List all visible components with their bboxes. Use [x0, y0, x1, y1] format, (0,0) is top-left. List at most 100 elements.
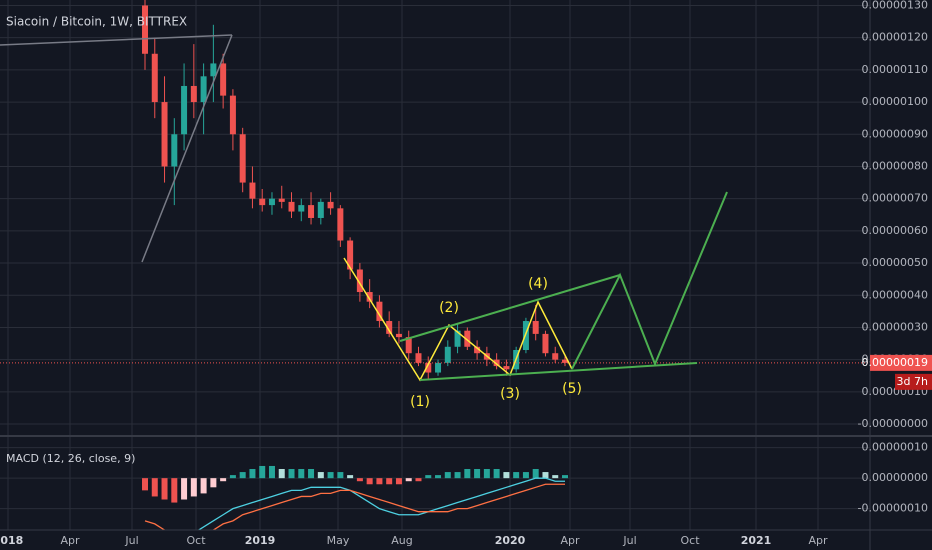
candle-body [327, 201, 334, 209]
histogram-bar [435, 475, 442, 479]
candle-body [415, 353, 422, 363]
candle-body [249, 182, 256, 199]
candle-body [542, 333, 549, 354]
histogram-bar [298, 469, 305, 479]
histogram-bar [562, 475, 568, 479]
candle-body [532, 321, 539, 334]
histogram-bar [278, 469, 285, 479]
histogram-bar [220, 478, 227, 482]
histogram-bar [386, 478, 393, 485]
histogram-bar [356, 478, 363, 482]
trend-line [141, 34, 233, 263]
x-tick-label: Aug [391, 534, 412, 547]
histogram-bar [181, 478, 188, 500]
histogram-bar [415, 478, 422, 482]
histogram-bar [483, 469, 490, 479]
histogram-bar [542, 472, 549, 479]
countdown-box [895, 373, 932, 390]
y-tick-label: 0.00000000 [862, 471, 928, 484]
histogram-bar [317, 472, 324, 479]
signal-line [144, 483, 565, 530]
x-tick-label: Oct [186, 534, 206, 547]
x-tick-label: Jul [622, 534, 636, 547]
candle-body [464, 330, 471, 347]
histogram-bar [366, 478, 373, 485]
histogram-bar [239, 472, 246, 479]
x-tick-label: 2018 [0, 534, 23, 547]
y-tick-label: -0.00000000 [858, 417, 928, 430]
wave-label: (5) [562, 381, 582, 397]
histogram-bar [395, 478, 402, 485]
candle-body [356, 269, 363, 293]
y-tick-label: 0.00000090 [862, 127, 928, 140]
histogram-bar [474, 469, 481, 479]
candle-body [317, 201, 324, 218]
candle-body [151, 53, 158, 103]
price-pane [0, 0, 870, 379]
histogram-bar [376, 478, 383, 485]
histogram-bar [552, 475, 559, 479]
candle-body [366, 292, 373, 302]
candle-body [444, 346, 451, 363]
grid [0, 0, 870, 530]
candle-body [395, 333, 402, 338]
x-tick-label: 2020 [495, 534, 526, 547]
candle-body [278, 198, 285, 202]
histogram-bar [249, 469, 256, 479]
projection-line [571, 191, 728, 370]
wave-label: (1) [410, 394, 430, 410]
histogram-bar [464, 469, 471, 479]
countdown: 3d 7h [897, 375, 928, 388]
y-tick-label: 0.00000030 [862, 320, 928, 333]
candle-body [190, 85, 197, 103]
y-tick-label: -0.00000010 [858, 502, 928, 515]
y-tick-label: 0.00000070 [862, 192, 928, 205]
x-tick-label: Apr [808, 534, 828, 547]
y-tick-label: 0.00000110 [862, 63, 928, 76]
histogram-bar [522, 472, 529, 479]
histogram-bar [161, 478, 168, 500]
candle-body [337, 208, 344, 241]
channel-line [399, 274, 621, 342]
wave-label: (4) [528, 276, 548, 292]
candle-body [220, 63, 227, 96]
histogram-bar [308, 469, 315, 479]
histogram-bar [405, 478, 412, 482]
candle-body [454, 330, 461, 347]
histogram-bar [444, 472, 451, 479]
histogram-bar [229, 475, 236, 479]
candle-body [405, 337, 412, 354]
y-tick-label: 0.00000120 [862, 31, 928, 44]
candle-body [161, 102, 168, 167]
candle-body [229, 95, 236, 135]
chart-title: Siacoin / Bitcoin, 1W, BITTREX [6, 15, 187, 29]
histogram-bar [503, 472, 510, 479]
histogram-bar [513, 472, 520, 479]
x-tick-label: 2019 [245, 534, 276, 547]
candle-body [171, 134, 178, 167]
candle-body [503, 366, 510, 370]
histogram-bar [327, 472, 334, 479]
histogram-bar [259, 465, 266, 479]
candle-body [425, 362, 432, 373]
y-tick-label: 0.00000060 [862, 224, 928, 237]
histogram-bar [493, 469, 500, 479]
histogram-bar [268, 465, 275, 479]
y-tick-label: 0.00000100 [862, 95, 928, 108]
candle-body [493, 359, 500, 367]
macd-line [197, 477, 565, 530]
candle-body [259, 198, 266, 206]
candle-body [386, 321, 393, 334]
histogram-bar [532, 469, 539, 479]
wave-label: (2) [439, 300, 459, 316]
histogram-bar [171, 478, 178, 503]
histogram-bar [337, 472, 344, 479]
last-price-label: 0.00000019 [862, 356, 928, 369]
wave-line [343, 257, 573, 382]
candle-body [298, 205, 305, 212]
candle-body [562, 359, 568, 363]
candle-body [552, 353, 559, 360]
last-price-box [870, 354, 932, 371]
macd-pane [142, 465, 568, 530]
